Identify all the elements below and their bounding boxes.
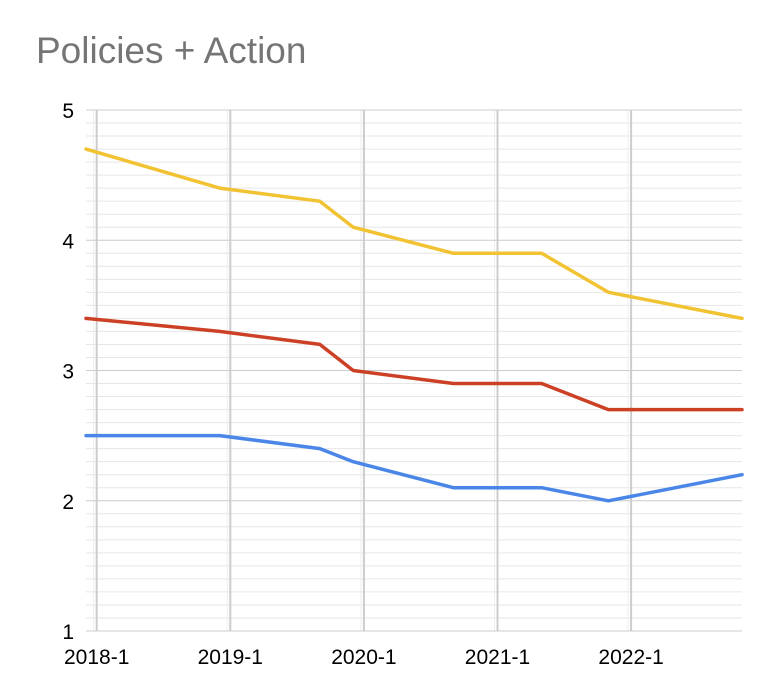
x-tick-label: 2021-1 <box>465 646 530 669</box>
y-tick-label: 2 <box>62 491 74 514</box>
y-tick-label: 3 <box>62 361 74 384</box>
y-tick-label: 4 <box>62 230 74 253</box>
x-tick-label: 2019-1 <box>198 646 263 669</box>
chart-title: Policies + Action <box>36 30 307 71</box>
series-layer <box>84 147 744 503</box>
x-tick-label: 2018-1 <box>64 646 129 669</box>
y-tick-label: 5 <box>62 100 74 123</box>
series-line-1 <box>84 147 744 321</box>
minor-gridlines <box>86 110 742 631</box>
x-tick-label: 2020-1 <box>331 646 396 669</box>
x-tick-label: 2022-1 <box>598 646 663 669</box>
major-gridlines <box>86 109 742 632</box>
y-axis-ticks: 1 2 3 4 5 <box>62 100 74 644</box>
x-axis-ticks: 2018-1 2019-1 2020-1 2021-1 2022-1 <box>64 646 664 669</box>
series-line-2 <box>84 316 744 412</box>
series-line-3 <box>84 433 744 503</box>
y-tick-label: 1 <box>62 621 74 644</box>
